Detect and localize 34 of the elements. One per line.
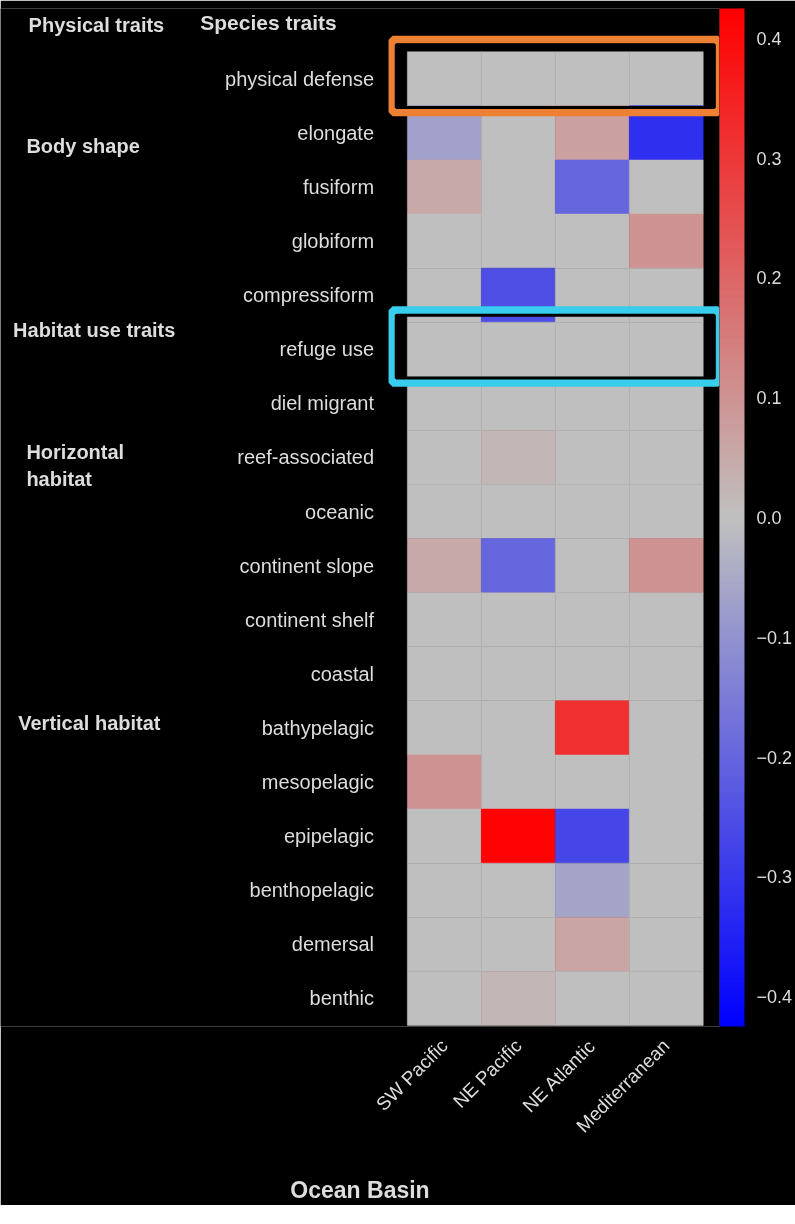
x-axis-title: Ocean Basin [290,1176,430,1203]
y-tick-label: refuge use [279,338,375,361]
color-bar-label: 0.2 [756,268,782,289]
color-bar-label: −0.4 [756,987,793,1008]
y-tick-label: benthopelagic [249,879,375,902]
color-bar-label: −0.2 [756,747,793,768]
color-bar-label: 0.1 [756,388,782,409]
color-bar-label: 0.0 [756,508,782,528]
text: Body shape [26,135,140,158]
text: Physical traits [28,13,165,36]
y-tick-label: physical defense [225,67,375,90]
y-tick-label: elongate [297,121,375,144]
y-tick-label: continent shelf [245,608,375,631]
y-tick-label: compressiform [242,284,375,307]
y-tick-label: globiform [291,230,375,253]
y-tick-label: bathypelagic [261,716,375,739]
color-bar-label: 0.3 [756,148,782,169]
color-bar-label: −0.1 [756,627,793,648]
y-tick-label: continent slope [239,554,375,577]
text: Horizontal habitat [26,441,125,490]
y-tick-label: coastal [310,662,375,685]
text: Vertical habitat [18,711,161,734]
y-tick-label: mesopelagic [261,771,375,794]
y-tick-label: reef-associated [237,446,375,469]
y-tick-label: fusiform [302,176,375,198]
y-tick-label: diel migrant [270,392,375,415]
color-bar-label: −0.3 [756,867,793,888]
y-tick-label: epipelagic [283,825,375,848]
y-tick-label: benthic [309,987,375,1010]
y-tick-label: oceanic [305,500,375,523]
y-tick-label: demersal [291,933,375,956]
text: Habitat use traits [13,319,176,342]
chart-title: Species traits [200,11,337,35]
color-bar-label: 0.4 [756,28,782,49]
